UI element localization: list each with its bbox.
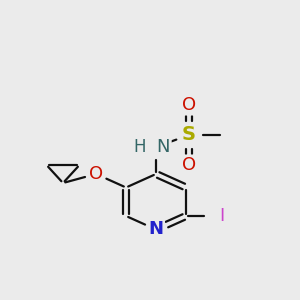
Text: O: O bbox=[89, 165, 103, 183]
Text: I: I bbox=[219, 207, 224, 225]
Text: N: N bbox=[148, 220, 164, 238]
Text: S: S bbox=[182, 125, 196, 145]
Text: H: H bbox=[133, 138, 146, 156]
Text: N: N bbox=[157, 138, 170, 156]
Text: O: O bbox=[182, 156, 196, 174]
Text: O: O bbox=[182, 96, 196, 114]
